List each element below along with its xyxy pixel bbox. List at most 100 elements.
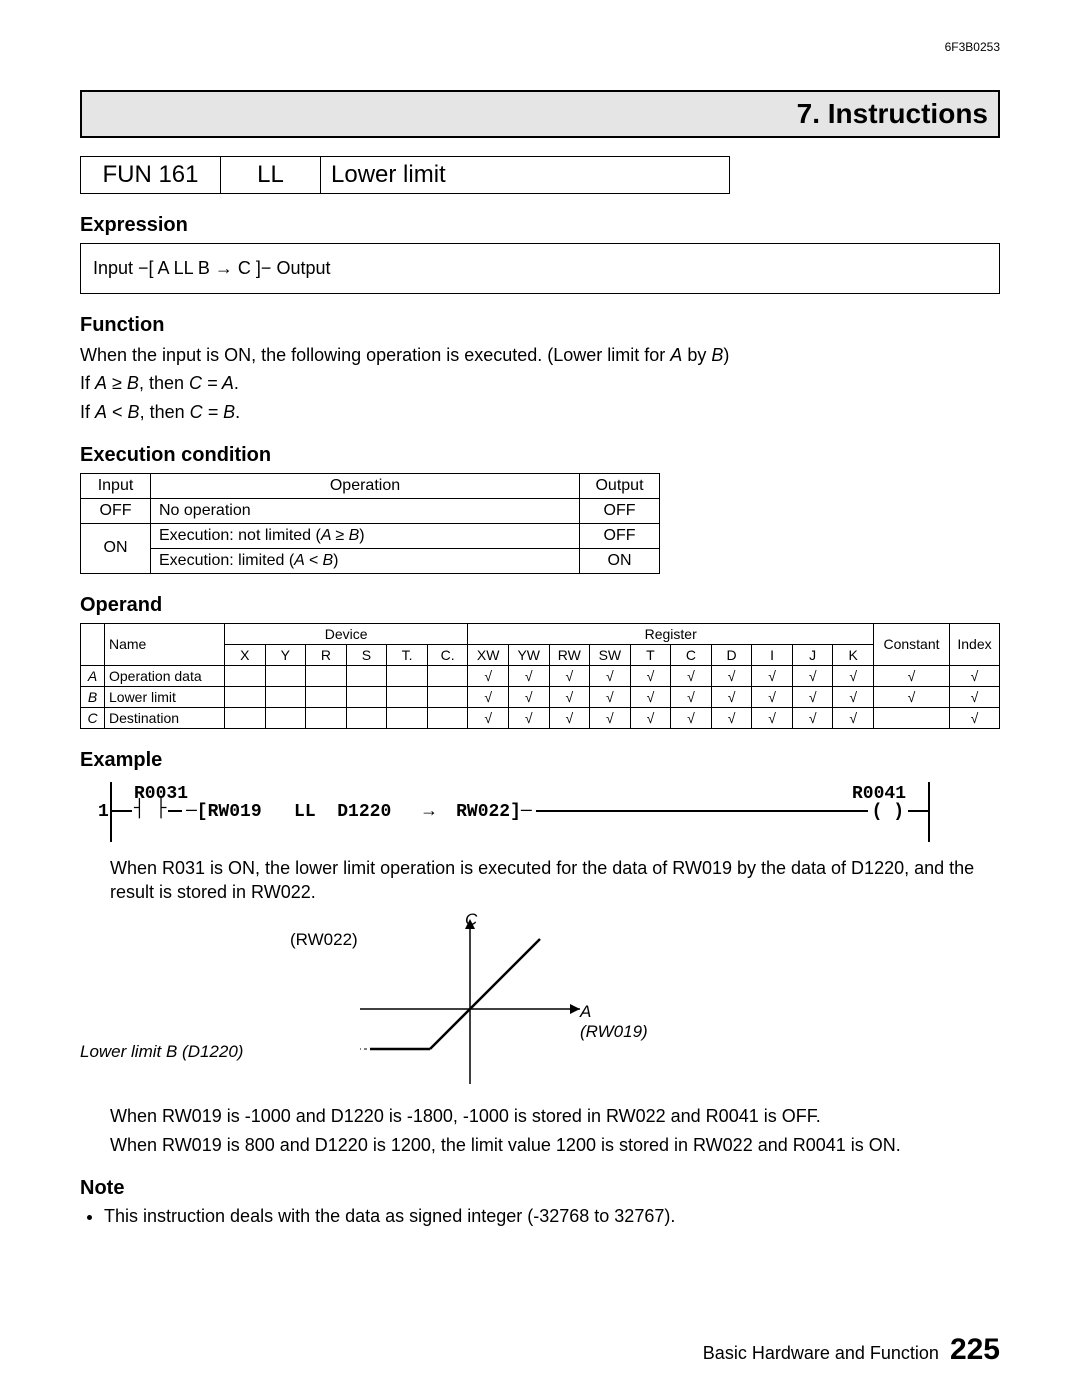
page: 6F3B0253 7. Instructions FUN 161 LL Lowe… (0, 0, 1080, 1397)
operand-table: Name Device Register Constant Index XYRS… (80, 623, 1000, 729)
note-heading: Note (80, 1177, 1000, 1200)
operand-cell: √ (671, 686, 712, 707)
operand-cell: √ (671, 707, 712, 728)
operand-cell (265, 665, 306, 686)
exec-cell: ON (81, 523, 151, 573)
section-header: 7. Instructions (80, 90, 1000, 138)
operand-cell: √ (711, 686, 752, 707)
expression-text: Input −[ A LL B → C ]− Output (93, 258, 330, 278)
operand-cell (225, 665, 266, 686)
operand-cell (306, 665, 347, 686)
operand-cell: √ (508, 707, 549, 728)
expression-heading: Expression (80, 214, 1000, 237)
note-item: This instruction deals with the data as … (104, 1206, 1000, 1227)
operand-reg-col: SW (590, 644, 631, 665)
operand-letter: C (81, 707, 105, 728)
operand-cell: √ (833, 665, 874, 686)
operand-dev-col: S (346, 644, 387, 665)
example-desc3: When RW019 is 800 and D1220 is 1200, the… (110, 1133, 1000, 1157)
operand-register-header: Register (468, 623, 874, 644)
operand-cell: √ (792, 707, 833, 728)
operand-cell: √ (508, 665, 549, 686)
operand-cell (306, 686, 347, 707)
ladder-contact-symbol: ┤ ├ (132, 799, 168, 819)
exec-cell: Execution: not limited (A ≥ B) (151, 523, 580, 548)
operand-reg-col: XW (468, 644, 509, 665)
exec-cell: No operation (151, 498, 580, 523)
operand-cell: √ (508, 686, 549, 707)
operand-reg-col: YW (508, 644, 549, 665)
operand-reg-col: D (711, 644, 752, 665)
operand-dev-col: X (225, 644, 266, 665)
operand-index: √ (950, 686, 1000, 707)
operand-reg-col: K (833, 644, 874, 665)
operand-cell: √ (833, 707, 874, 728)
function-heading: Function (80, 314, 1000, 337)
operand-index: √ (950, 665, 1000, 686)
example-desc2: When RW019 is -1000 and D1220 is -1800, … (110, 1104, 1000, 1128)
operand-constant (874, 707, 950, 728)
operand-cell (225, 707, 266, 728)
page-number: 225 (950, 1333, 1000, 1366)
operand-heading: Operand (80, 594, 1000, 617)
document-id: 6F3B0253 (945, 40, 1000, 54)
operand-constant: √ (874, 665, 950, 686)
operand-letter: B (81, 686, 105, 707)
operand-cell: √ (549, 686, 590, 707)
operand-reg-col: T (630, 644, 671, 665)
operand-cell: √ (549, 707, 590, 728)
expression-box: Input −[ A LL B → C ]− Output (80, 243, 1000, 294)
exec-col-input: Input (81, 473, 151, 498)
fun-mnemonic: LL (221, 157, 321, 194)
note-list: This instruction deals with the data as … (80, 1206, 1000, 1227)
operand-cell (265, 707, 306, 728)
graph-c-reg: (RW022) (290, 930, 358, 950)
example-desc1: When R031 is ON, the lower limit operati… (110, 856, 1000, 905)
page-footer: Basic Hardware and Function 225 (703, 1333, 1000, 1367)
operand-dev-col: R (306, 644, 347, 665)
ladder-diagram: 1 R0031 R0041 ┤ ├ ─[RW019 LL D1220 → RW0… (110, 782, 930, 842)
operand-cell (387, 665, 428, 686)
operand-blank (81, 623, 105, 665)
operand-cell: √ (833, 686, 874, 707)
exec-cell: Execution: limited (A < B) (151, 548, 580, 573)
function-line1: When the input is ON, the following oper… (80, 343, 1000, 367)
function-line3: If A < B, then C = B. (80, 400, 1000, 424)
example-graph: C (RW022) A (RW019) Lower limit B (D1220… (240, 914, 660, 1094)
exec-cell: ON (580, 548, 660, 573)
operand-reg-col: RW (549, 644, 590, 665)
operand-cell (225, 686, 266, 707)
operand-cell: √ (792, 686, 833, 707)
operand-device-header: Device (225, 623, 468, 644)
operand-cell (346, 707, 387, 728)
operand-cell (346, 686, 387, 707)
operand-cell: √ (630, 707, 671, 728)
operand-dev-col: Y (265, 644, 306, 665)
operand-cell (346, 665, 387, 686)
operand-cell (427, 665, 468, 686)
footer-text: Basic Hardware and Function (703, 1343, 939, 1363)
exec-col-out: Output (580, 473, 660, 498)
operand-constant: √ (874, 686, 950, 707)
operand-cell: √ (752, 686, 793, 707)
operand-cell: √ (549, 665, 590, 686)
operand-cell: √ (630, 665, 671, 686)
ladder-block: ─[RW019 LL D1220 → RW022]─ (182, 802, 536, 822)
operand-cell: √ (590, 707, 631, 728)
operand-cell (265, 686, 306, 707)
operand-cell: √ (468, 665, 509, 686)
operand-cell: √ (590, 686, 631, 707)
operand-name-header: Name (105, 623, 225, 665)
operand-cell: √ (468, 686, 509, 707)
operand-cell: √ (590, 665, 631, 686)
fun-name: Lower limit (321, 157, 730, 194)
function-line2: If A ≥ B, then C = A. (80, 371, 1000, 395)
ladder-rung-num: 1 (98, 802, 109, 822)
operand-cell (387, 707, 428, 728)
operand-name: Lower limit (105, 686, 225, 707)
operand-cell: √ (630, 686, 671, 707)
function-header-table: FUN 161 LL Lower limit (80, 156, 730, 194)
operand-name: Destination (105, 707, 225, 728)
exec-col-op: Operation (151, 473, 580, 498)
operand-index-header: Index (950, 623, 1000, 665)
